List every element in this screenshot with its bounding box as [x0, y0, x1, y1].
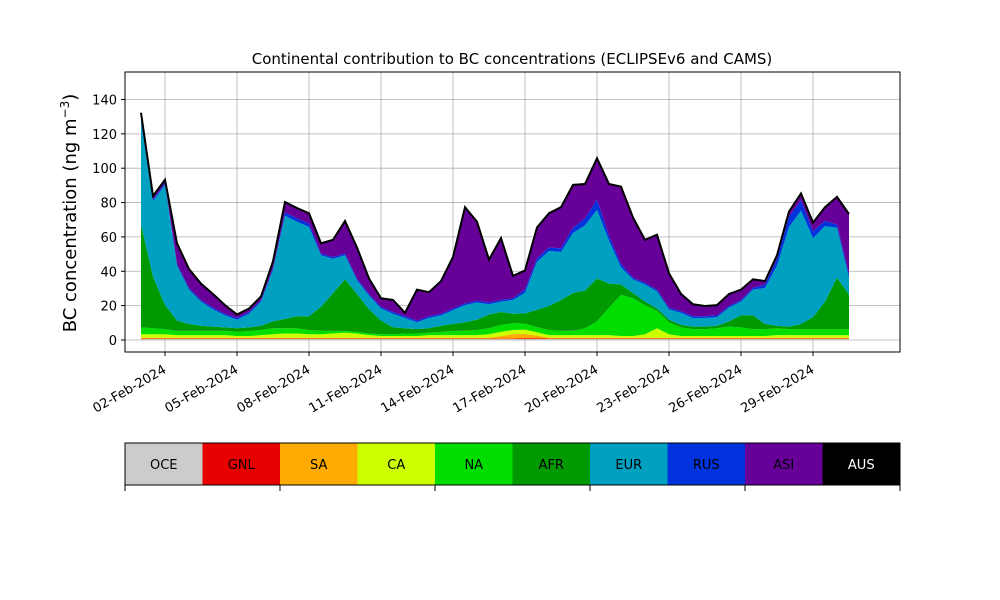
y-tick-label: 80 — [100, 197, 117, 212]
x-tick-label: 08-Feb-2024 — [234, 362, 313, 416]
chart-title: Continental contribution to BC concentra… — [252, 50, 773, 68]
y-tick-label: 20 — [100, 300, 117, 315]
area-sa — [141, 333, 849, 339]
y-tick-label: 60 — [100, 231, 117, 246]
legend-label-ca: CA — [387, 458, 405, 473]
y-tick-label: 40 — [100, 265, 117, 280]
legend-swatch-na — [435, 443, 513, 485]
y-axis: 0 20 40 60 80 100 120 140 — [92, 93, 125, 349]
legend-swatch-oce — [125, 443, 203, 485]
legend-label-gnl: GNL — [228, 458, 256, 473]
legend-label-oce: OCE — [150, 458, 178, 473]
y-tick-label: 140 — [92, 93, 117, 108]
plot-frame — [124, 71, 901, 353]
area-ca — [141, 328, 849, 338]
legend-label-eur: EUR — [615, 458, 642, 473]
legend-frame — [124, 442, 901, 486]
y-tick-label: 0 — [109, 334, 117, 349]
x-tick-label: 23-Feb-2024 — [594, 362, 673, 416]
legend-label-na: NA — [464, 458, 483, 473]
legend-swatch-aus — [822, 443, 900, 485]
area-oce — [141, 339, 849, 340]
area-eur — [141, 121, 849, 330]
legend-swatch-eur — [590, 443, 668, 485]
area-gnl — [141, 338, 849, 340]
legend-swatch-gnl — [202, 443, 280, 485]
legend-label-rus: RUS — [693, 458, 720, 473]
total-line — [140, 112, 850, 316]
x-axis: 02-Feb-202405-Feb-202408-Feb-202411-Feb-… — [90, 352, 817, 416]
y-axis-label: BC concentration (ng m−3) — [58, 94, 81, 333]
total-concentration-line — [140, 112, 850, 316]
legend-label-afr: AFR — [539, 458, 564, 473]
x-tick-label: 02-Feb-2024 — [90, 362, 169, 416]
legend-swatch-sa — [280, 443, 358, 485]
y-tick-label: 100 — [92, 162, 117, 177]
x-tick-label: 17-Feb-2024 — [450, 362, 529, 416]
legend-swatch-ca — [357, 443, 435, 485]
x-tick-label: 20-Feb-2024 — [522, 362, 601, 416]
legend-label-aus: AUS — [848, 458, 875, 473]
x-tick-label: 14-Feb-2024 — [378, 362, 457, 416]
legend-swatch-afr — [512, 443, 590, 485]
area-na — [141, 294, 849, 337]
x-tick-label: 29-Feb-2024 — [738, 362, 817, 416]
x-tick-label: 26-Feb-2024 — [666, 362, 745, 416]
legend-label-sa: SA — [310, 458, 327, 473]
x-tick-label: 11-Feb-2024 — [306, 362, 385, 416]
legend-label-asi: ASI — [773, 458, 794, 473]
y-tick-label: 120 — [92, 128, 117, 143]
legend-swatch-rus — [667, 443, 745, 485]
legend-colorbar: OCE GNL SA CA NA AFR EUR RUS ASI AUS — [124, 442, 901, 491]
legend-swatch-asi — [745, 443, 823, 485]
x-tick-label: 05-Feb-2024 — [162, 362, 241, 416]
